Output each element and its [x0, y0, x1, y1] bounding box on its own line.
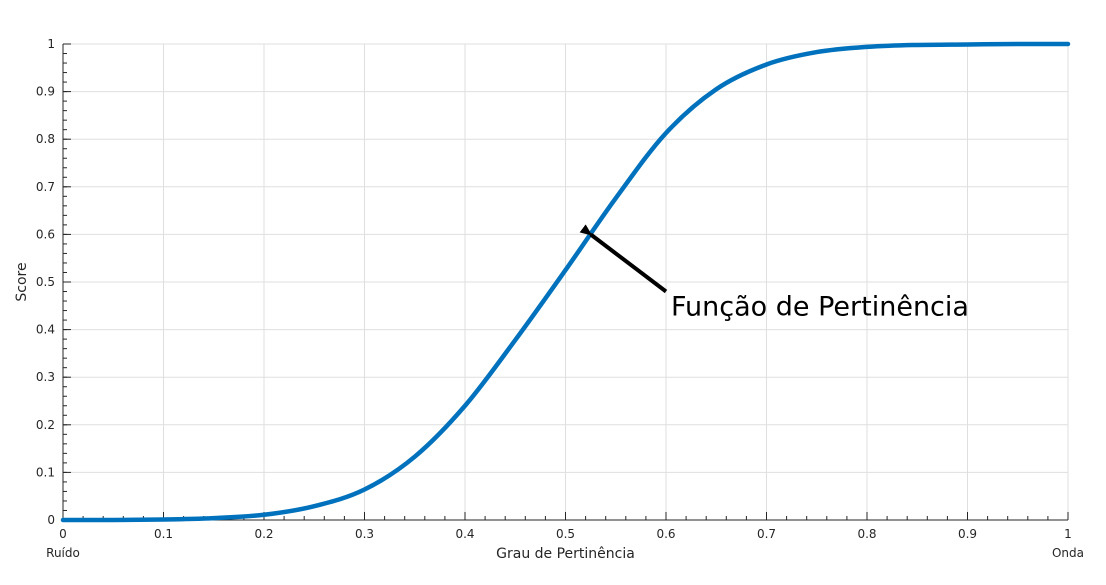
x-tick-label: 0.2 — [254, 527, 273, 541]
x-tick-label: 0.1 — [154, 527, 173, 541]
y-tick-label: 0.9 — [36, 85, 55, 99]
series-layer — [60, 41, 1071, 523]
y-tick-label: 0 — [47, 513, 55, 527]
y-tick-label: 0.3 — [36, 370, 55, 384]
x-end-label-right: Onda — [1052, 546, 1084, 560]
grid — [62, 43, 1069, 521]
y-axis-label: Score — [14, 262, 30, 301]
y-tick-label: 0.1 — [36, 465, 55, 479]
x-tick-label: 0.6 — [656, 527, 675, 541]
annotation-arrow — [579, 224, 668, 294]
y-tick-label: 0.8 — [36, 132, 55, 146]
y-tick-label: 0.4 — [36, 323, 55, 337]
y-tick-label: 0.7 — [36, 180, 55, 194]
membership-curve — [60, 41, 1071, 523]
x-end-label-left: Ruído — [46, 546, 80, 560]
x-tick-label: 0.4 — [455, 527, 474, 541]
y-tick-label: 1 — [47, 37, 55, 51]
y-tick-label: 0.2 — [36, 418, 55, 432]
x-tick-label: 0 — [59, 527, 67, 541]
axes: 0 0.1 0.2 0.3 0.4 0.5 0.6 0.7 0.8 0.9 1 0 0.1 0.2 0.3 0… — [36, 37, 1072, 541]
x-tick-label: 0.8 — [857, 527, 876, 541]
x-tick-label: 0.7 — [757, 527, 776, 541]
x-axis-label: Grau de Pertinência — [496, 546, 635, 562]
x-tick-label: 0.9 — [958, 527, 977, 541]
y-tick-label: 0.6 — [36, 227, 55, 241]
x-tick-label: 0.3 — [355, 527, 374, 541]
x-tick-label: 0.5 — [556, 527, 575, 541]
annotation-layer: Função de Pertinência — [579, 224, 969, 323]
annotation-label: Função de Pertinência — [671, 292, 969, 323]
y-tick-label: 0.5 — [36, 275, 55, 289]
x-tick-label: 1 — [1064, 527, 1072, 541]
